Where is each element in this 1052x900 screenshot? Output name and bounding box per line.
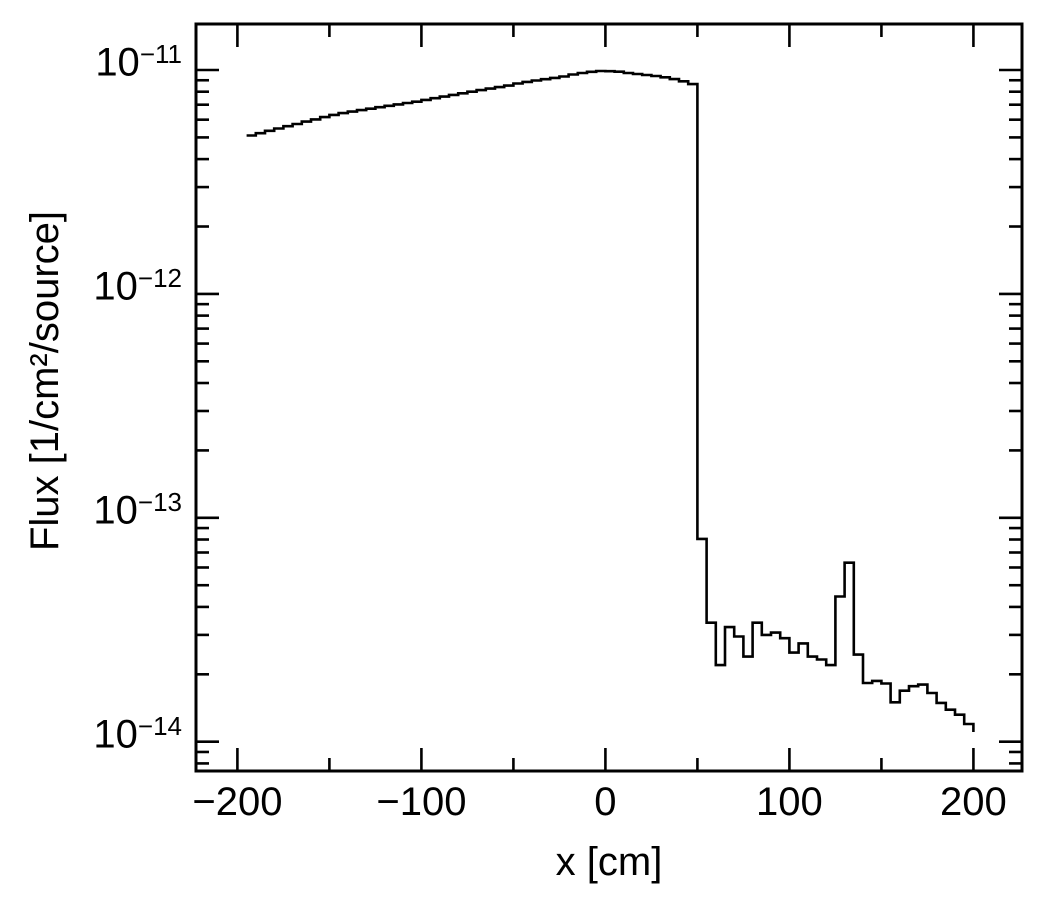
y-axis-title: Flux [1/cm²/source] — [23, 210, 67, 552]
y-tick-label: 10−11 — [95, 39, 182, 85]
plot-frame — [194, 22, 1024, 773]
flux-step-curve — [246, 69, 975, 732]
y-tick-label: 10−12 — [93, 262, 182, 309]
x-tick-label: −200 — [192, 780, 283, 824]
x-tick-label: 200 — [940, 780, 1007, 824]
x-tick-label: −100 — [376, 780, 467, 824]
x-tick-label: 0 — [594, 780, 617, 824]
x-axis-title: x [cm] — [555, 840, 663, 884]
x-tick-label: 100 — [756, 780, 823, 824]
y-tick-label: 10−13 — [93, 486, 182, 533]
y-tick-label: 10−14 — [93, 710, 182, 757]
